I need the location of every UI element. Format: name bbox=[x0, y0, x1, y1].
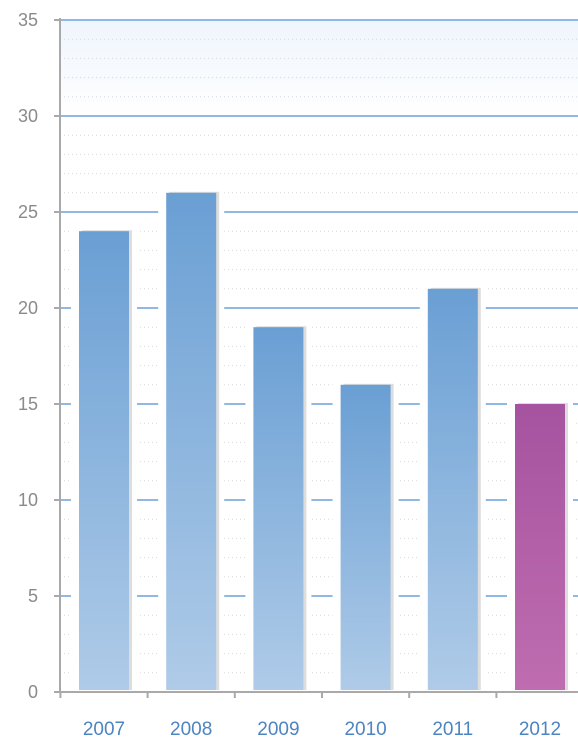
y-tick-label-15: 15 bbox=[18, 394, 38, 414]
bar-2011 bbox=[427, 288, 478, 690]
plot-background-band bbox=[60, 20, 578, 116]
y-tick-label-30: 30 bbox=[18, 106, 38, 126]
bar-2009 bbox=[253, 327, 304, 690]
y-tick-label-25: 25 bbox=[18, 202, 38, 222]
x-axis-tick-labels: 2007 2008 2009 2010 2011 2012 bbox=[83, 719, 561, 740]
axes bbox=[54, 18, 578, 698]
y-tick-label-10: 10 bbox=[18, 490, 38, 510]
y-tick-label-20: 20 bbox=[18, 298, 38, 318]
bar-2007 bbox=[79, 231, 129, 690]
y-tick-label-35: 35 bbox=[18, 10, 38, 30]
x-tick-label-2010: 2010 bbox=[344, 719, 386, 740]
y-tick-label-0: 0 bbox=[28, 682, 38, 702]
bar-2010 bbox=[340, 384, 391, 690]
bar-2012 bbox=[515, 404, 565, 690]
bars bbox=[71, 188, 573, 693]
major-gridlines bbox=[60, 19, 578, 597]
minor-gridlines bbox=[60, 38, 578, 674]
bar-2008 bbox=[166, 192, 217, 691]
x-tick-label-2008: 2008 bbox=[170, 719, 212, 740]
x-tick-label-2011: 2011 bbox=[432, 719, 473, 740]
y-axis-tick-labels: 0 5 10 15 20 25 30 35 bbox=[18, 10, 38, 702]
x-tick-label-2009: 2009 bbox=[257, 719, 299, 740]
x-tick-label-2007: 2007 bbox=[83, 719, 125, 740]
y-tick-label-5: 5 bbox=[28, 586, 38, 606]
x-tick-label-2012: 2012 bbox=[519, 719, 561, 740]
